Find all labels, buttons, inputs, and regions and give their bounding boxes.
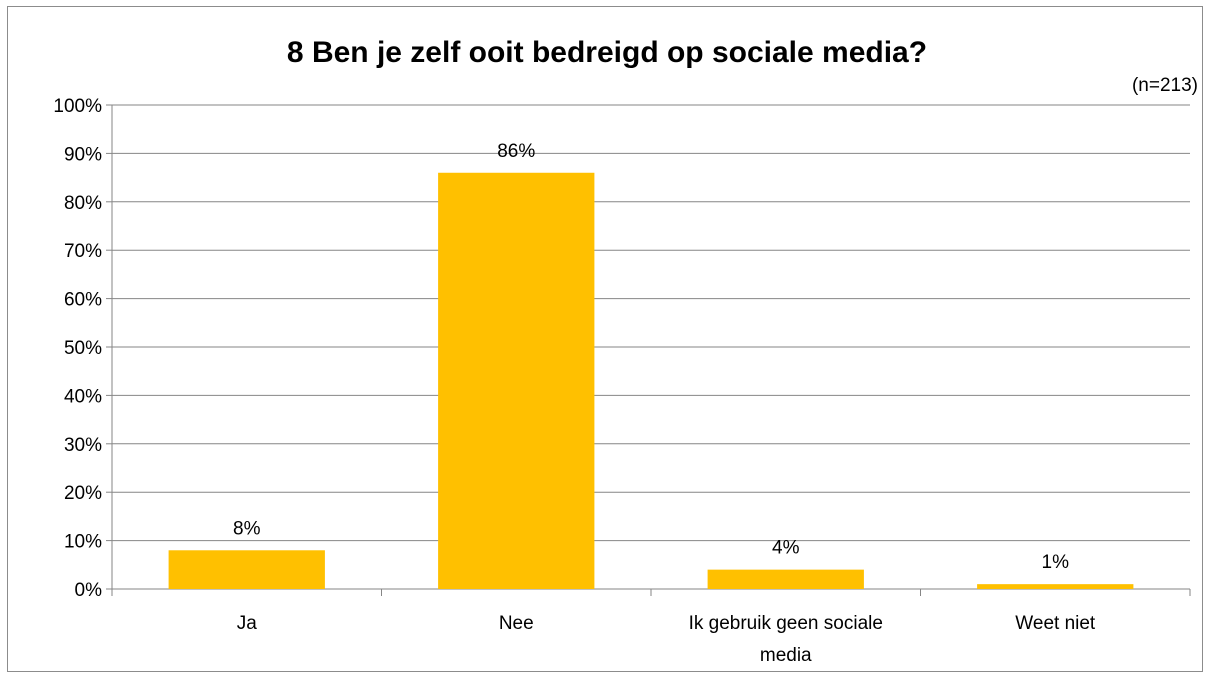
data-label: 1% [1042, 552, 1070, 573]
grid-lines [112, 105, 1190, 541]
data-label: 86% [497, 141, 535, 162]
y-tick-label: 80% [64, 193, 102, 214]
bar [977, 584, 1133, 589]
category-label: Ja [237, 613, 258, 634]
bars [169, 173, 1134, 589]
y-tick-label: 100% [53, 96, 102, 117]
axes [106, 105, 1190, 596]
chart-title: 8 Ben je zelf ooit bedreigd op sociale m… [287, 36, 927, 69]
data-label: 8% [233, 518, 261, 539]
y-tick-label: 60% [64, 290, 102, 311]
data-label: 4% [772, 538, 800, 559]
bar [169, 550, 325, 589]
bar [438, 173, 594, 589]
y-tick-label: 10% [64, 532, 102, 553]
sample-size-note: (n=213) [1132, 75, 1198, 96]
category-label: Weet niet [1015, 613, 1096, 634]
bar [708, 570, 864, 589]
y-tick-label: 50% [64, 338, 102, 359]
y-tick-label: 30% [64, 435, 102, 456]
category-label: Nee [499, 613, 534, 634]
y-tick-label: 20% [64, 483, 102, 504]
y-tick-label: 0% [75, 580, 103, 601]
y-tick-label: 70% [64, 241, 102, 262]
y-tick-label: 40% [64, 386, 102, 407]
y-tick-label: 90% [64, 144, 102, 165]
category-label: Ik gebruik geen sociale media [689, 613, 883, 666]
